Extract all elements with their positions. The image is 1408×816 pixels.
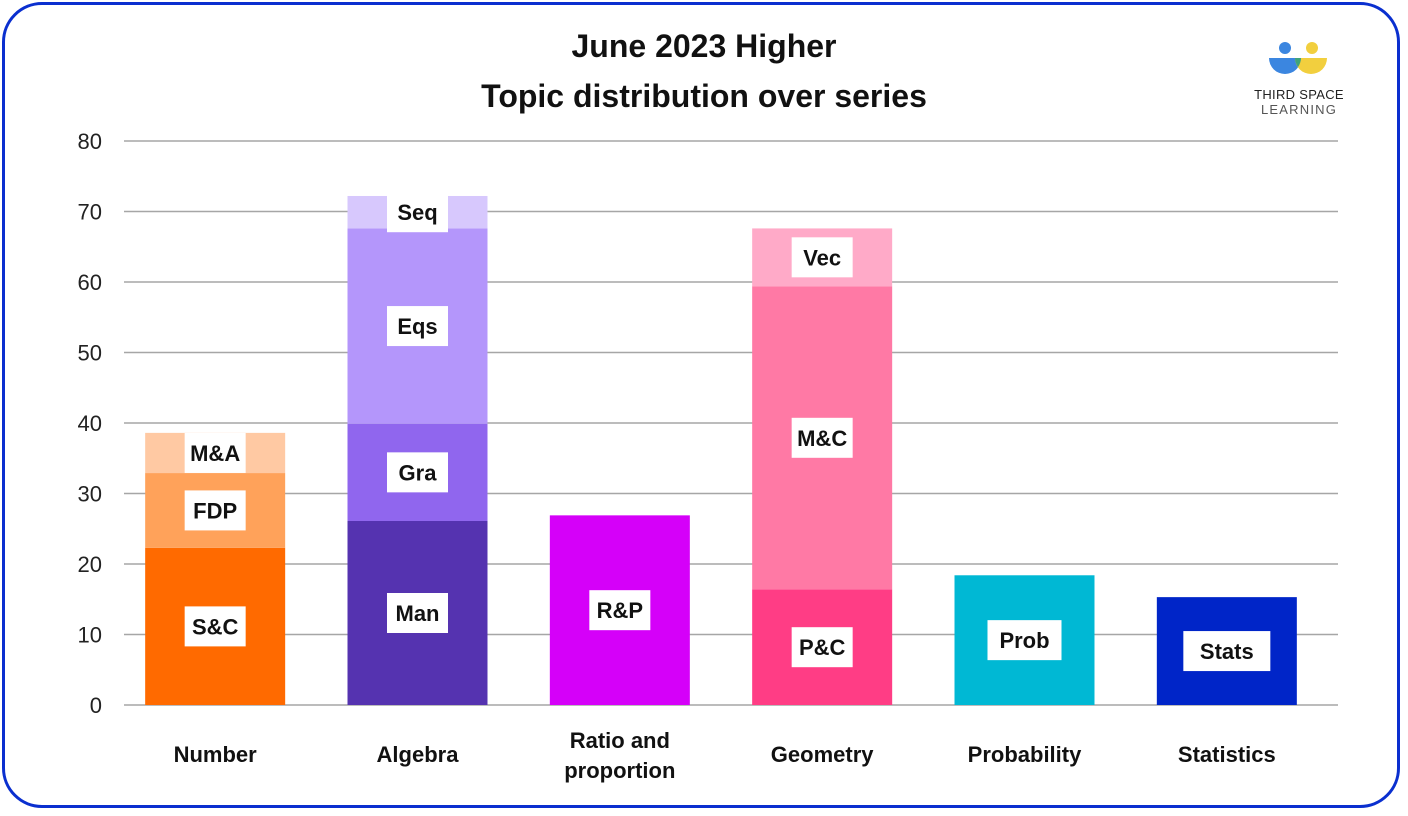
segment-label-box [184,490,246,531]
segment-label-box [387,306,448,347]
third-space-learning-logo: THIRD SPACE LEARNING [1244,40,1354,117]
category-label: Statistics [1178,742,1276,767]
segment-label: Prob [999,628,1049,653]
category-label: Probability [968,742,1082,767]
segment-label: Seq [397,200,437,225]
segment-label-box [184,606,246,647]
segment-label: Gra [399,460,438,485]
segment-label-box [791,417,853,458]
brand-line-1: THIRD SPACE [1254,87,1344,102]
category-label: proportion [564,758,675,783]
segment-label-box [791,627,853,668]
y-tick-label: 10 [78,623,102,648]
segment-label: Stats [1200,639,1254,664]
segment-label-box [791,237,853,278]
category-label: Ratio and [570,728,670,753]
segment-label-box [184,432,246,473]
y-tick-label: 20 [78,552,102,577]
segment-label-box [1183,631,1271,672]
y-tick-label: 0 [90,693,102,718]
segment-label: Eqs [397,314,437,339]
y-tick-label: 70 [78,200,102,225]
y-tick-label: 80 [78,129,102,154]
chart-title: June 2023 Higher [571,28,837,64]
segment-label-box [589,590,651,631]
logo-icon [1269,42,1327,74]
segment-label-box [387,592,448,633]
y-tick-label: 60 [78,270,102,295]
category-label: Algebra [377,742,460,767]
segment-label: Vec [803,245,841,270]
segment-label: M&A [190,441,240,466]
segment-label: R&P [597,598,643,623]
segment-label: M&C [797,426,847,451]
category-label: Geometry [771,742,874,767]
category-label: Number [174,742,258,767]
y-tick-label: 30 [78,482,102,507]
chart-subtitle: Topic distribution over series [481,78,927,114]
segment-label-box [387,452,448,493]
segment-label: P&C [799,635,846,660]
segment-label-box [987,620,1062,661]
y-tick-label: 50 [78,341,102,366]
segment-label-box [387,192,448,233]
y-tick-label: 40 [78,411,102,436]
brand-line-2: LEARNING [1260,102,1338,117]
segment-label: Man [396,601,440,626]
segment-label: S&C [192,614,239,639]
segment-label: FDP [193,498,237,523]
